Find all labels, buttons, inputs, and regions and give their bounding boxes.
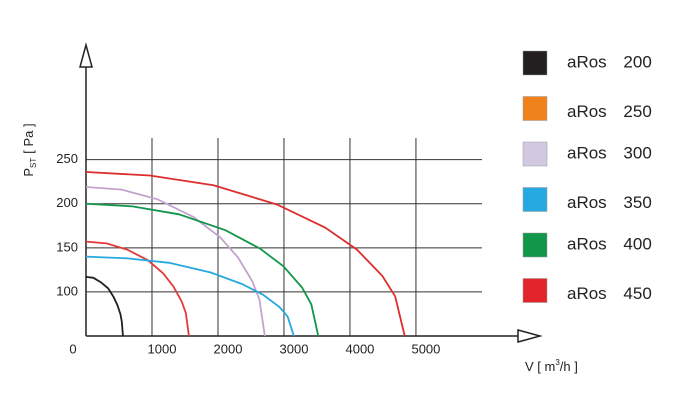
y-tick-label: 150 xyxy=(56,239,78,254)
y-tick-label: 250 xyxy=(56,151,78,166)
legend-label: aRos 350 xyxy=(567,193,652,212)
y-axis-label: PST [ Pa ] xyxy=(21,123,38,176)
x-tick-label: 4000 xyxy=(345,341,374,356)
legend-swatch xyxy=(522,187,548,212)
curve xyxy=(85,255,295,337)
curve xyxy=(85,202,320,337)
legend-swatch xyxy=(522,50,548,76)
x-tick-label: 5000 xyxy=(411,341,440,356)
legend-label: aRos 400 xyxy=(567,234,652,253)
x-label-unit: /h ] xyxy=(560,359,578,374)
x-tick-label: 2000 xyxy=(214,341,243,356)
x-tick-label: 3000 xyxy=(280,341,309,356)
legend-label: aRos 300 xyxy=(567,143,652,162)
y-label-unit: [ Pa ] xyxy=(21,123,36,153)
legend-label: aRos 450 xyxy=(567,284,652,303)
x-tick-label: 1000 xyxy=(148,341,177,356)
y-tick-label: 100 xyxy=(56,283,78,298)
legend-swatch xyxy=(522,232,548,258)
curve xyxy=(85,240,190,337)
x-axis-arrow xyxy=(517,329,543,343)
legend-label: aRos 200 xyxy=(567,52,652,71)
legend-swatch xyxy=(522,278,548,303)
y-tick-label: 200 xyxy=(56,195,78,210)
x-tick-label: 0 xyxy=(69,341,76,356)
curve xyxy=(85,186,266,337)
legend-swatch xyxy=(522,96,548,121)
x-label-main: V [ m xyxy=(525,359,555,374)
x-label-sup: 3 xyxy=(555,358,560,367)
y-label-main: P xyxy=(21,168,36,177)
curve xyxy=(85,171,406,337)
legend-label: aRos 250 xyxy=(567,102,652,121)
y-label-sub: ST xyxy=(29,158,38,168)
legend-swatch xyxy=(522,141,548,167)
x-axis-label: V [ m3/h ] xyxy=(525,358,578,374)
curve xyxy=(85,276,124,337)
y-axis-arrow xyxy=(79,42,93,68)
